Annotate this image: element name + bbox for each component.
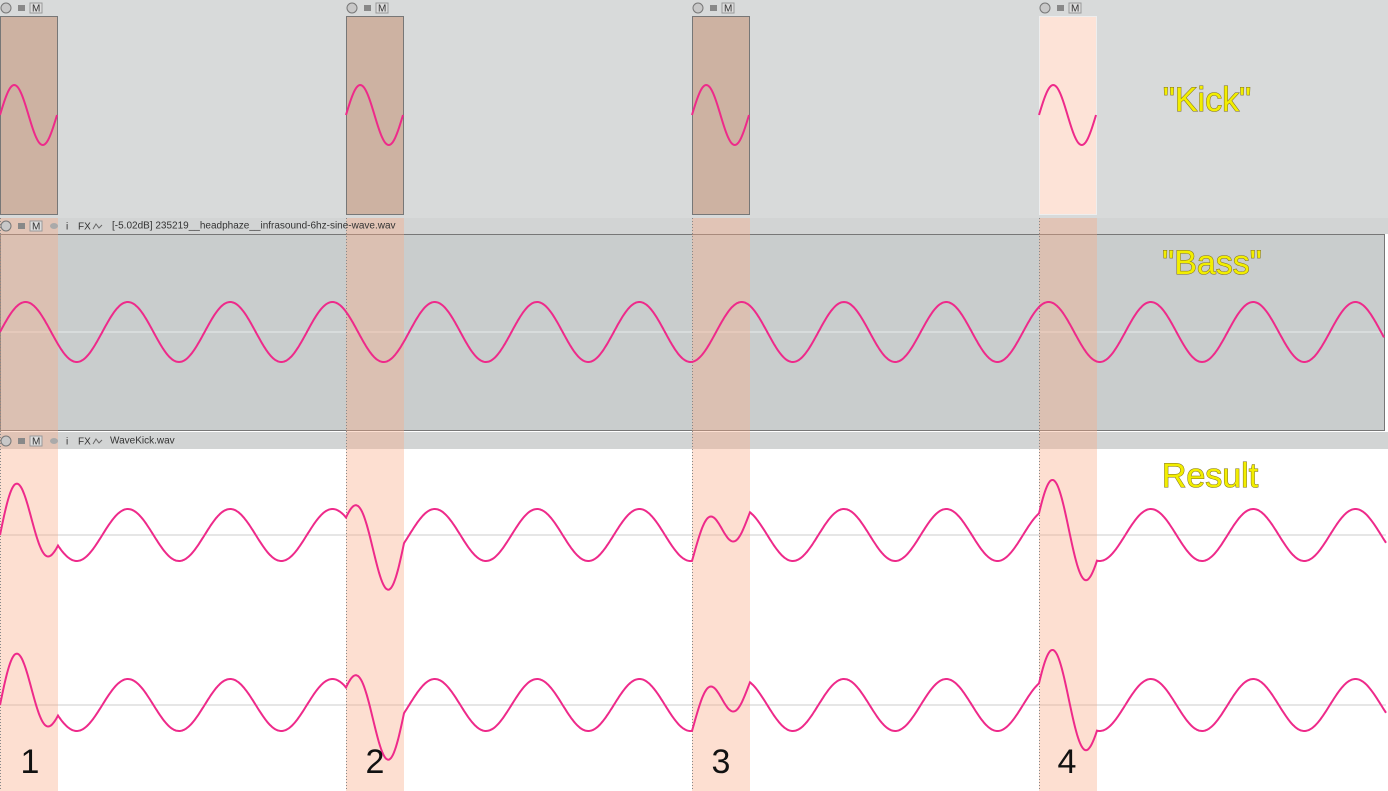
kick-label: "Kick": [1163, 81, 1251, 119]
result-label: Result: [1162, 457, 1259, 495]
lock-icon[interactable]: [18, 5, 25, 11]
marker-number: 2: [366, 743, 385, 781]
take-icon[interactable]: [50, 438, 58, 444]
bass-waveform: [0, 300, 1385, 364]
marker-number: 4: [1058, 743, 1077, 781]
result-item-name: WaveKick.wav: [110, 436, 175, 447]
power-icon[interactable]: [0, 220, 12, 232]
envelope-icon: [92, 223, 103, 230]
result-item-header: [0, 432, 1388, 449]
mute-label: M: [32, 222, 40, 233]
lock-icon[interactable]: [1057, 5, 1064, 11]
highlight-column: [0, 218, 58, 791]
mute-label: M: [378, 4, 386, 15]
info-label: i: [66, 437, 68, 448]
lock-icon[interactable]: [18, 438, 25, 444]
mute-label: M: [32, 437, 40, 448]
lock-icon[interactable]: [710, 5, 717, 11]
mute-button[interactable]: [721, 2, 735, 14]
mute-label: M: [1071, 4, 1079, 15]
fx-label: FX: [78, 222, 91, 233]
mute-button[interactable]: [29, 2, 43, 14]
kick-waveform: [0, 83, 58, 147]
mute-label: M: [724, 4, 732, 15]
mute-button[interactable]: [1068, 2, 1082, 14]
marker-number: 3: [712, 743, 731, 781]
take-icon[interactable]: [50, 223, 58, 229]
lock-icon[interactable]: [364, 5, 371, 11]
fx-label: FX: [78, 437, 91, 448]
result-waveform: [0, 479, 1387, 591]
mute-button[interactable]: [29, 220, 43, 232]
power-icon[interactable]: [692, 2, 704, 14]
info-label: i: [66, 222, 68, 233]
power-icon[interactable]: [0, 435, 12, 447]
lock-icon[interactable]: [18, 223, 25, 229]
highlight-column: [1039, 218, 1097, 791]
mute-label: M: [32, 4, 40, 15]
power-icon[interactable]: [0, 2, 12, 14]
mute-button[interactable]: [29, 435, 43, 447]
power-icon[interactable]: [346, 2, 358, 14]
envelope-icon: [92, 438, 103, 445]
kick-waveform: [1038, 83, 1097, 147]
power-icon[interactable]: [1039, 2, 1051, 14]
bass-label: "Bass": [1162, 244, 1262, 282]
mute-button[interactable]: [375, 2, 389, 14]
kick-waveform: [691, 83, 750, 147]
bass-item-name: [-5.02dB] 235219__headphaze__infrasound-…: [112, 221, 396, 232]
marker-number: 1: [21, 743, 40, 781]
result-waveform: [0, 649, 1387, 761]
kick-waveform: [345, 83, 404, 147]
